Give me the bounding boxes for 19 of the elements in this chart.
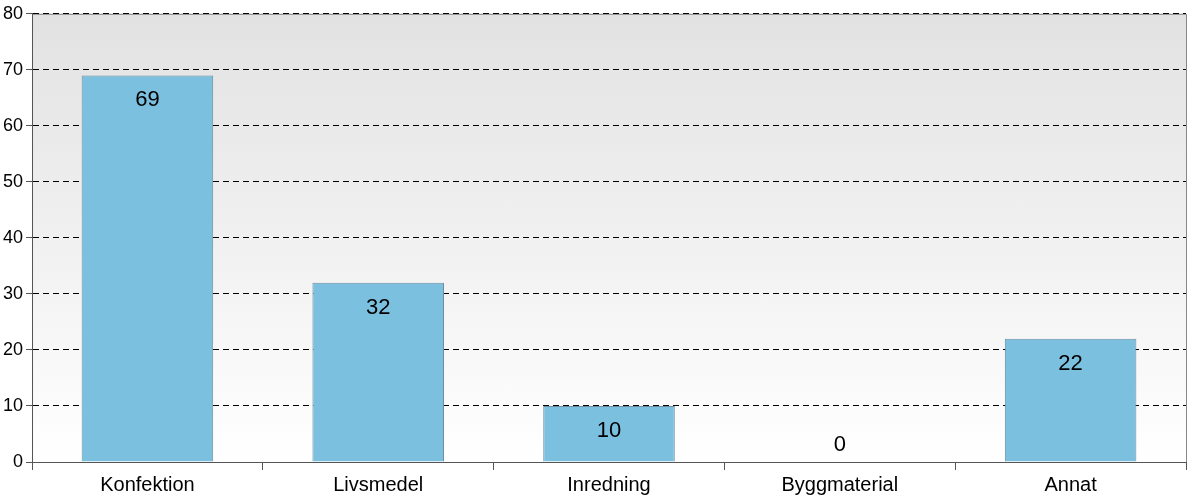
x-tick-label: Annat xyxy=(1044,472,1098,495)
x-tick-label: Konfektion xyxy=(100,472,195,495)
data-label: 22 xyxy=(1058,349,1083,375)
data-label: 32 xyxy=(365,293,391,319)
y-tick-label: 30 xyxy=(2,282,24,303)
y-tick-label: 40 xyxy=(2,226,24,247)
x-tick-label: Livsmedel xyxy=(333,472,424,495)
y-tick-label: 70 xyxy=(2,58,24,79)
y-tick-label: 50 xyxy=(2,170,24,191)
x-tick-label: Inredning xyxy=(567,472,651,495)
data-label: 69 xyxy=(135,86,160,112)
data-label: 10 xyxy=(596,417,622,443)
y-tick-label: 60 xyxy=(2,114,24,135)
y-tick-label: 10 xyxy=(2,394,24,415)
y-tick-label: 20 xyxy=(2,338,24,359)
y-tick-label: 80 xyxy=(2,2,24,23)
data-label: 0 xyxy=(833,431,846,457)
x-tick-label: Byggmaterial xyxy=(781,472,899,495)
y-tick-label: 0 xyxy=(13,450,24,471)
